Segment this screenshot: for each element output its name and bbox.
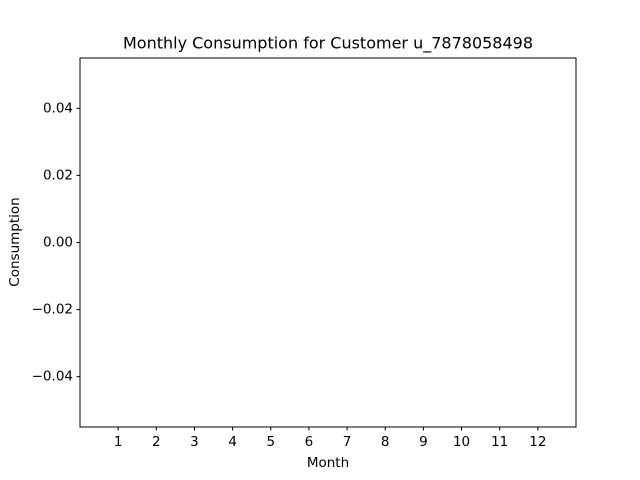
x-tick-label: 7: [343, 434, 352, 450]
x-tick-label: 5: [266, 434, 275, 450]
x-tick-label: 6: [305, 434, 314, 450]
x-tick-label: 8: [381, 434, 390, 450]
y-tick-label: 0.02: [43, 167, 73, 183]
chart-title: Monthly Consumption for Customer u_78780…: [123, 34, 533, 54]
x-tick-label: 9: [419, 434, 428, 450]
x-tick-label: 4: [228, 434, 237, 450]
x-tick-label: 1: [114, 434, 123, 450]
y-tick-label: 0.04: [43, 100, 73, 116]
x-tick-label: 2: [152, 434, 161, 450]
y-tick-label: 0.00: [43, 235, 73, 251]
y-tick-label: −0.02: [32, 302, 73, 318]
x-tick-label: 12: [529, 434, 546, 450]
x-tick-label: 3: [190, 434, 199, 450]
x-axis-label: Month: [307, 455, 349, 471]
y-axis-label: Consumption: [7, 197, 23, 286]
x-tick-label: 10: [453, 434, 470, 450]
x-tick-label: 11: [491, 434, 508, 450]
y-tick-label: −0.04: [32, 369, 73, 385]
